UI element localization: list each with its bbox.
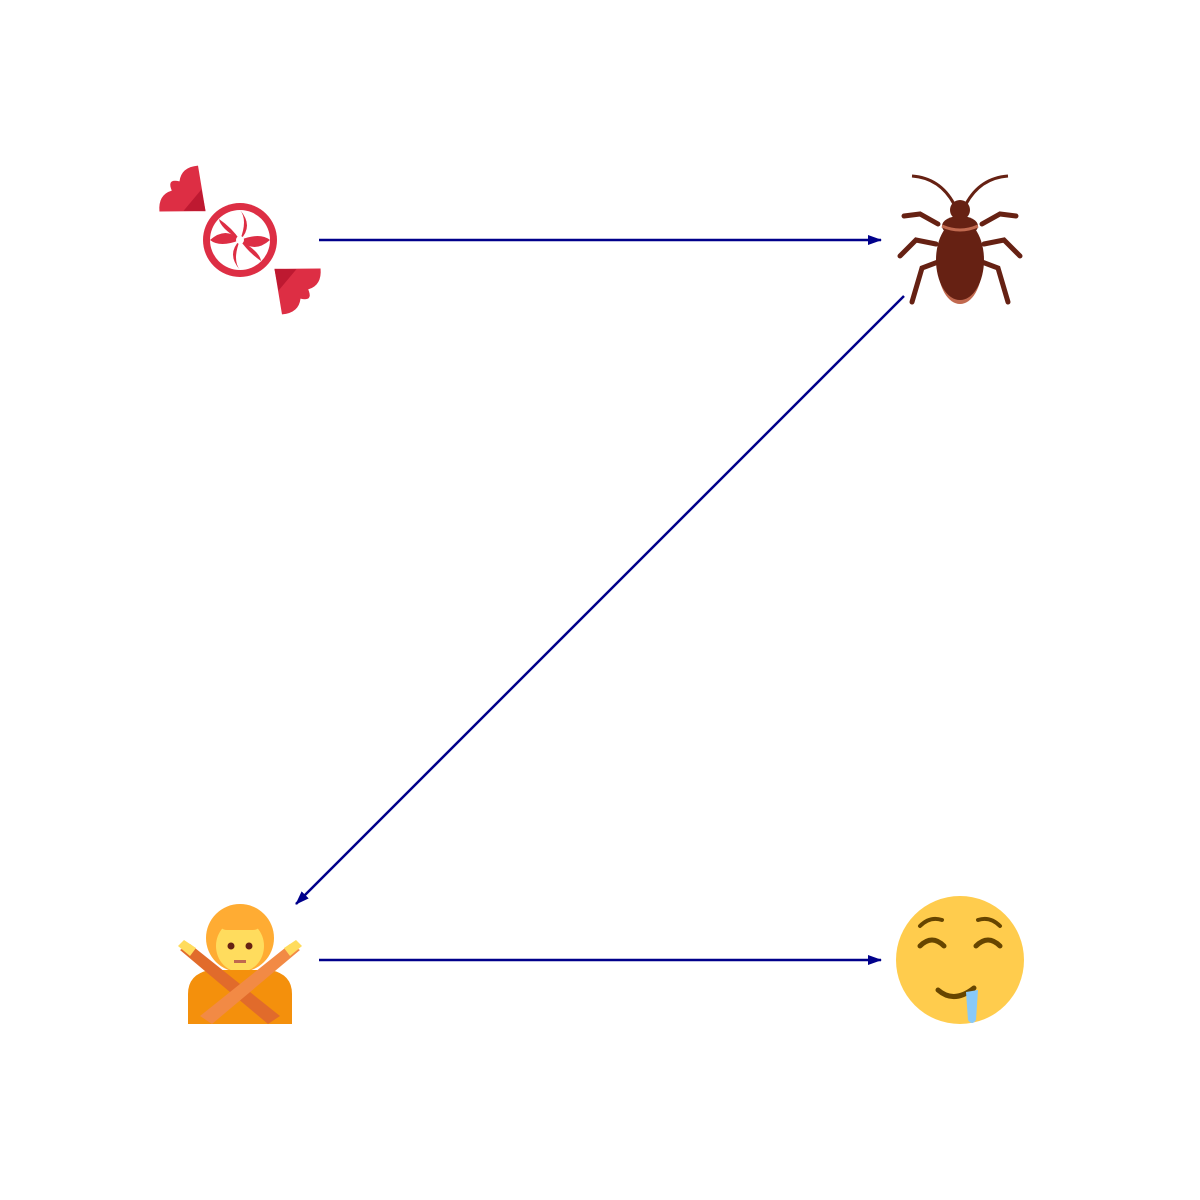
person-gesturing-no-icon [178,904,302,1024]
edge-cockroach-to-no-gesture [295,295,905,905]
node-no-gesture [178,904,302,1024]
node-cockroach [897,174,1023,305]
cockroach-icon [897,174,1023,305]
drooling-face-icon [896,896,1024,1024]
node-candy [159,165,321,315]
node-drooling [896,896,1024,1024]
candy-icon [159,165,321,315]
edges [295,235,905,965]
